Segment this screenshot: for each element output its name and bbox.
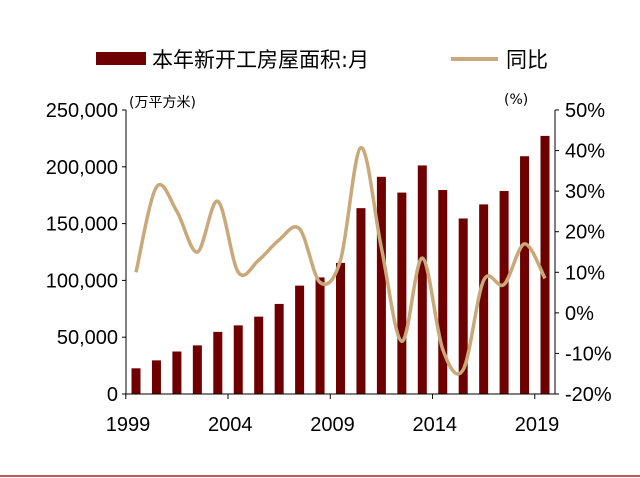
bar-2003 (213, 331, 223, 394)
right-tick-label: 10% (565, 262, 605, 284)
right-axis-unit: (%) (504, 92, 528, 108)
bar-2010 (356, 208, 366, 394)
bar-2007 (295, 285, 305, 394)
bar-2014 (438, 189, 448, 394)
legend-label-bar: 本年新开工房屋面积:月 (152, 48, 369, 72)
bar-2013 (417, 165, 427, 394)
bar-2012 (397, 192, 407, 394)
bar-2006 (274, 303, 284, 394)
left-tick-label: 200,000 (46, 157, 118, 179)
left-tick-label: 100,000 (46, 270, 118, 292)
bar-2008 (315, 277, 325, 394)
left-tick-label: 250,000 (46, 100, 118, 122)
bar-2004 (233, 325, 243, 394)
bar-2001 (172, 351, 182, 394)
right-tick-label: 40% (565, 141, 605, 163)
x-tick-label: 2019 (515, 414, 560, 436)
bar-2009 (336, 262, 345, 394)
right-tick-label: -20% (565, 384, 612, 406)
x-tick-label: 2014 (413, 414, 458, 436)
right-tick-label: 0% (565, 303, 594, 325)
bar-2017 (499, 190, 509, 394)
right-tick-label: 20% (565, 222, 605, 244)
yoy-line (134, 145, 547, 376)
bar-2019 (540, 135, 550, 394)
bar-1999 (131, 368, 141, 394)
bar-2016 (479, 204, 489, 394)
left-axis-unit: (万平方米) (129, 95, 196, 111)
bar-2018 (520, 156, 530, 394)
x-tick-label: 2009 (310, 414, 355, 436)
legend-label-line: 同比 (506, 48, 548, 72)
x-tick-label: 1999 (106, 414, 151, 436)
right-tick-label: 50% (565, 100, 605, 122)
bar-2011 (376, 176, 386, 394)
legend-swatch-bar (96, 52, 146, 65)
bar-2005 (254, 316, 264, 394)
right-tick-label: 30% (565, 181, 605, 203)
bar-2015 (458, 218, 468, 394)
legend: 本年新开工房屋面积:月 同比 (96, 48, 548, 72)
left-tick-label: 50,000 (57, 327, 118, 349)
bar-2002 (192, 345, 202, 394)
left-tick-label: 150,000 (46, 214, 118, 236)
bar-2000 (151, 360, 161, 394)
right-tick-label: -10% (565, 343, 612, 365)
x-tick-label: 2004 (208, 414, 253, 436)
left-tick-label: 0 (107, 384, 118, 406)
